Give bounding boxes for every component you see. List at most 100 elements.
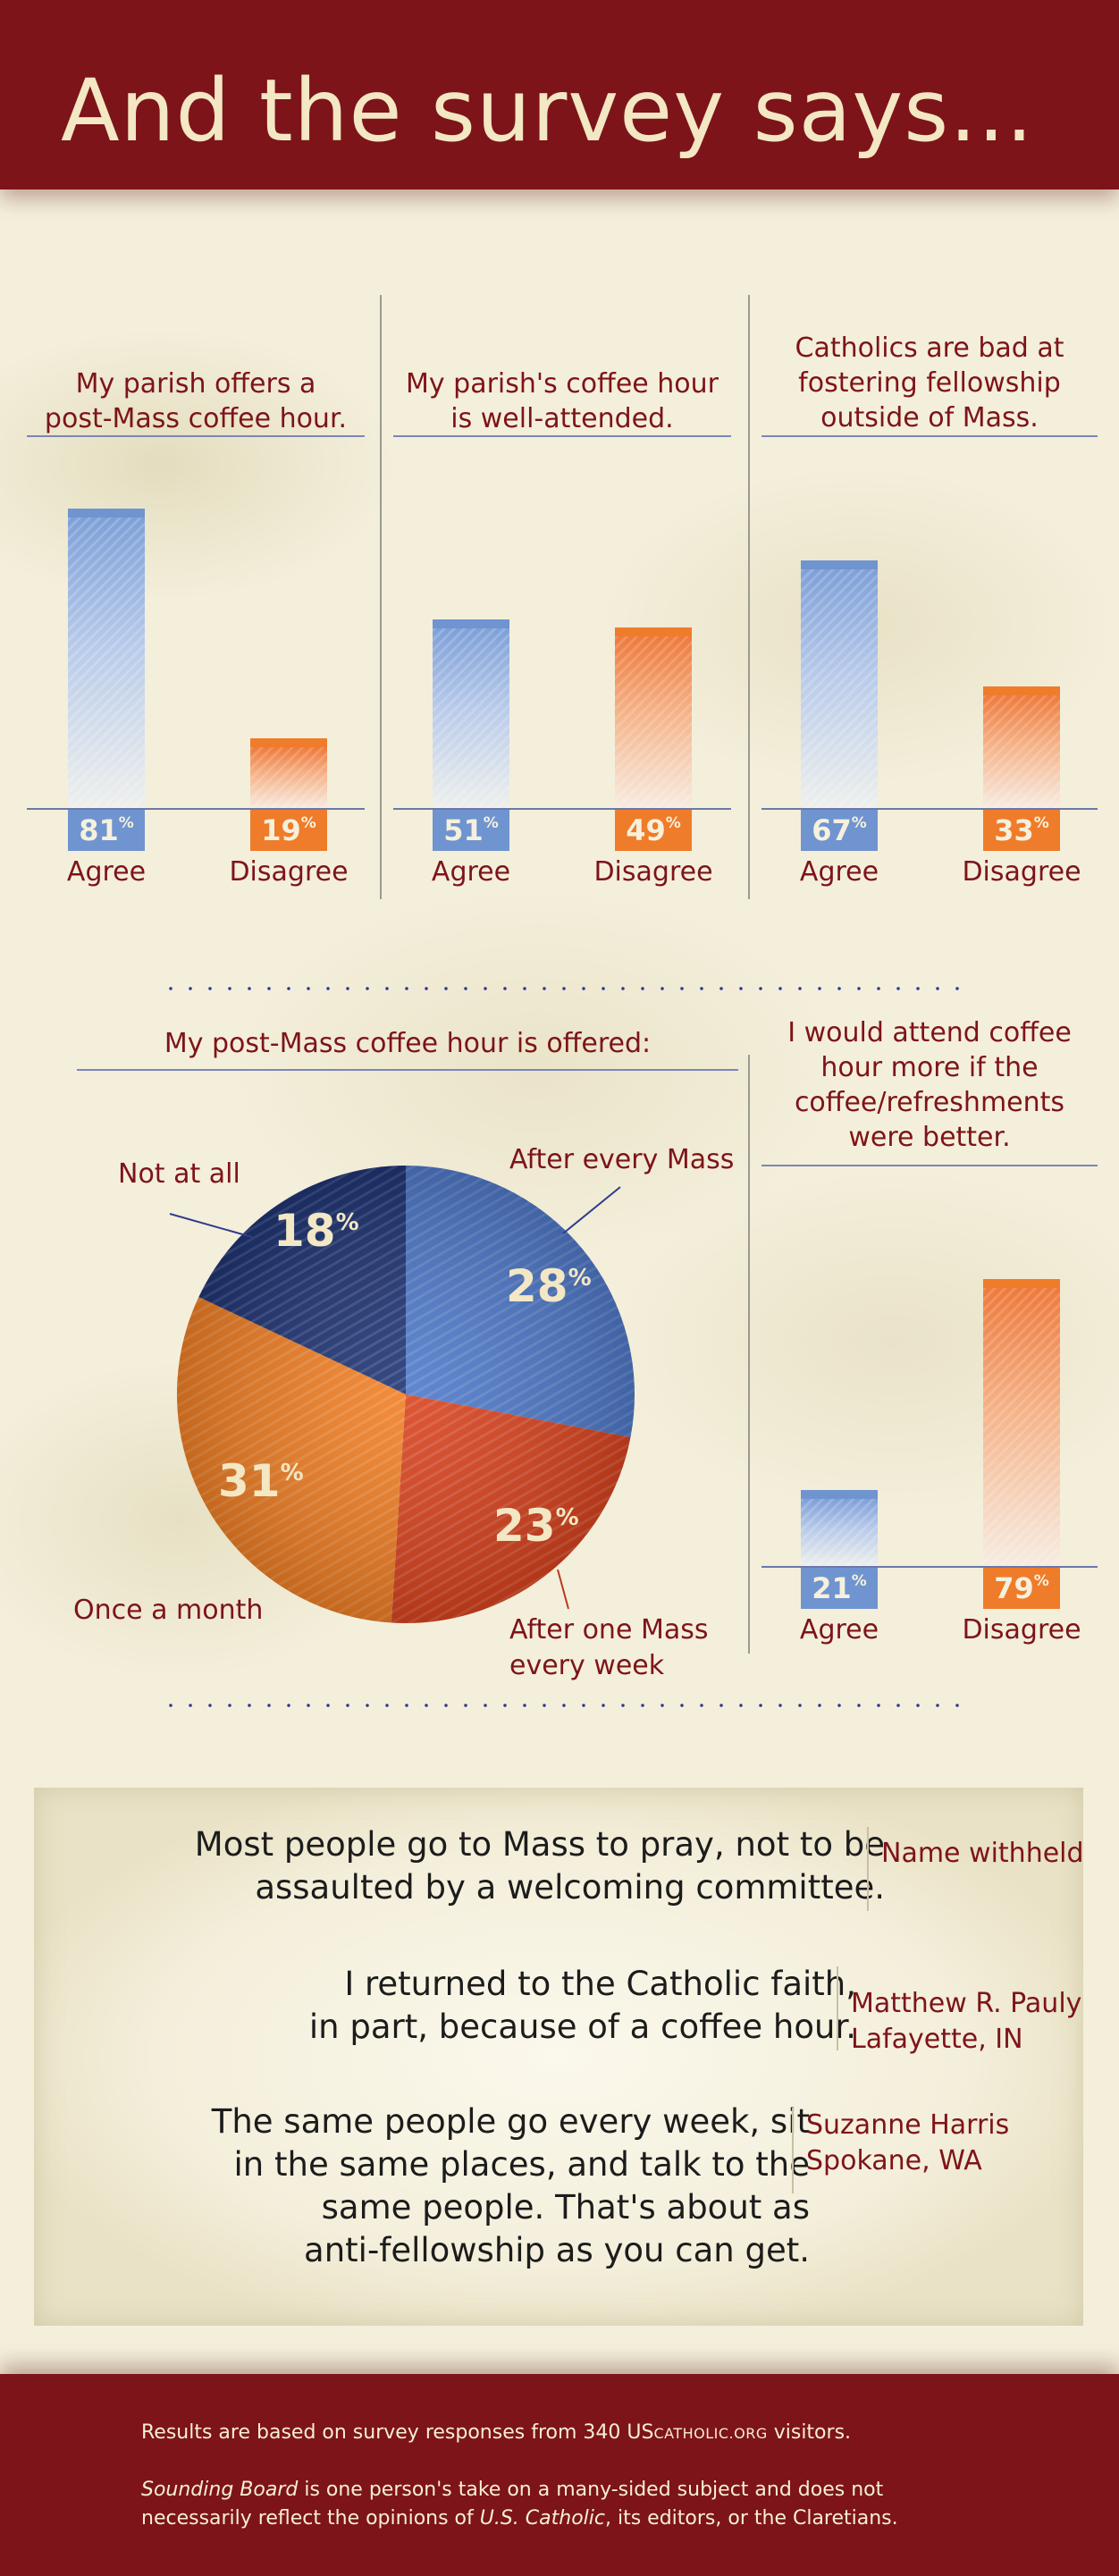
pie-label-after-every-mass: After every Mass — [509, 1144, 735, 1175]
pie-title: My post-Mass coffee hour is offered: — [164, 1028, 652, 1059]
pct-symbol: % — [1033, 1572, 1049, 1590]
footer-disclaimer-line1: Sounding Board is one person's take on a… — [141, 2476, 883, 2504]
attr-line: Matthew R. Pauly — [851, 1988, 1082, 2019]
value: 21 — [812, 1571, 852, 1605]
quote-line: in part, because of a coffee hour. — [308, 2008, 856, 2046]
chart1-bar-disagree — [250, 738, 327, 809]
value: 28 — [506, 1260, 568, 1312]
value: 18 — [273, 1205, 336, 1257]
chart5-title-line: coffee/refreshments — [794, 1087, 1065, 1118]
pie-label-after-one-mass: After one Mass every week — [509, 1612, 708, 1684]
quote-3: The same people go every week, sit in th… — [77, 2100, 810, 2272]
pct-symbol: % — [300, 814, 316, 832]
quote-1: Most people go to Mass to pray, not to b… — [98, 1823, 885, 1909]
quote-2: I returned to the Catholic faith, in par… — [97, 1963, 856, 2049]
attr-line: Lafayette, IN — [851, 2024, 1023, 2055]
chart1-bar-agree — [68, 509, 145, 809]
chart1-baseline — [27, 808, 365, 810]
quote-line: The same people go every week, sit — [211, 2102, 810, 2141]
chart2-title-rule — [393, 435, 731, 437]
quote-line: anti-fellowship as you can get. — [304, 2231, 810, 2269]
chart2-disagree-label: Disagree — [593, 856, 713, 888]
page-title: And the survey says... — [61, 61, 1034, 161]
pct-symbol: % — [568, 1265, 592, 1292]
dotted-separator — [161, 1704, 965, 1707]
chart2-disagree-value: 49% — [615, 810, 692, 851]
footer-text: , its editors, or the Claretians. — [605, 2507, 898, 2530]
chart3-bar-agree — [801, 560, 878, 809]
chart2-title-line: My parish's coffee hour — [405, 368, 719, 400]
chart1-disagree-label: Disagree — [229, 856, 349, 888]
chart3-baseline — [761, 808, 1098, 810]
chart5-title: I would attend coffee hour more if the c… — [761, 1015, 1098, 1155]
label-line: After one Mass — [509, 1614, 709, 1646]
quote-line: I returned to the Catholic faith, — [344, 1965, 856, 2003]
quote-divider — [837, 1966, 838, 2050]
chart5-disagree-label: Disagree — [962, 1614, 1081, 1646]
pct-symbol: % — [1033, 814, 1049, 832]
chart5-title-line: I would attend coffee — [787, 1017, 1072, 1048]
chart5-agree-value: 21% — [801, 1568, 878, 1609]
chart1-title-line: post-Mass coffee hour. — [44, 403, 348, 434]
footer-disclaimer-line2: necessarily reflect the opinions of U.S.… — [141, 2504, 898, 2533]
chart3-disagree-value: 33% — [983, 810, 1060, 851]
chart5-disagree-value: 79% — [983, 1568, 1060, 1609]
footer-italic: Sounding Board — [141, 2479, 299, 2501]
chart1-title: My parish offers a post-Mass coffee hour… — [27, 366, 365, 436]
pie-title-rule — [77, 1069, 738, 1071]
pie-pct-after-every: 28% — [506, 1260, 592, 1312]
value: 79 — [994, 1571, 1034, 1605]
quote-line: same people. That's about as — [321, 2188, 810, 2227]
header-banner: And the survey says... — [0, 0, 1119, 189]
chart5-bar-agree — [801, 1490, 878, 1567]
pie-label-once-a-month: Once a month — [73, 1595, 264, 1626]
pct-symbol: % — [851, 814, 867, 832]
footer-text: Results are based on survey responses fr… — [141, 2421, 654, 2444]
pie-pct-not-at-all: 18% — [273, 1205, 359, 1257]
value: 81 — [79, 813, 119, 847]
value: 67 — [812, 813, 852, 847]
chart2-agree-label: Agree — [431, 856, 511, 888]
footer-text: necessarily reflect the opinions of — [141, 2507, 480, 2530]
quote-divider — [792, 2108, 794, 2193]
quotes-panel: Most people go to Mass to pray, not to b… — [34, 1788, 1084, 2326]
quote-2-attribution: Matthew R. Pauly Lafayette, IN — [851, 1986, 1081, 2058]
chart5-title-line: hour more if the — [820, 1052, 1039, 1083]
chart1-agree-label: Agree — [66, 856, 147, 888]
chart2-title-line: is well-attended. — [450, 403, 674, 434]
attr-line: Name withheld — [881, 1838, 1084, 1869]
pct-symbol: % — [118, 814, 134, 832]
pie-label-not-at-all: Not at all — [118, 1158, 240, 1190]
leader-after-one-mass — [557, 1569, 569, 1610]
chart5-title-line: were better. — [848, 1122, 1011, 1153]
leader-not-at-all — [169, 1213, 253, 1238]
quote-divider — [867, 1827, 869, 1911]
chart1-disagree-value: 19% — [250, 810, 327, 851]
attr-line: Suzanne Harris — [806, 2109, 1010, 2141]
pie-pct-after-one: 23% — [493, 1500, 579, 1552]
pct-symbol: % — [556, 1504, 579, 1531]
pct-symbol: % — [851, 1572, 867, 1590]
chart2-baseline — [393, 808, 731, 810]
chart3-disagree-label: Disagree — [962, 856, 1081, 888]
chart3-agree-value: 67% — [801, 810, 878, 851]
chart3-title: Catholics are bad at fostering fellowshi… — [761, 331, 1098, 435]
attr-line: Spokane, WA — [806, 2145, 982, 2176]
chart2-bar-agree — [433, 619, 509, 809]
footer-text: is one person's take on a many-sided sub… — [298, 2479, 884, 2501]
pct-symbol: % — [665, 814, 681, 832]
chart3-title-rule — [761, 435, 1098, 437]
chart3-title-line: fostering fellowship — [798, 367, 1061, 399]
chart5-bar-disagree — [983, 1279, 1060, 1567]
column-divider — [748, 1055, 750, 1654]
value: 33 — [994, 813, 1034, 847]
chart3-title-line: Catholics are bad at — [795, 333, 1064, 364]
chart3-title-line: outside of Mass. — [820, 402, 1039, 434]
footer-italic: U.S. Catholic — [479, 2507, 605, 2530]
quote-line: in the same places, and talk to the — [233, 2145, 810, 2184]
chart1-title-line: My parish offers a — [75, 368, 316, 400]
footer-banner: Results are based on survey responses fr… — [0, 2374, 1119, 2576]
leader-after-every-mass — [562, 1186, 621, 1234]
quote-1-attribution: Name withheld — [881, 1836, 1084, 1872]
